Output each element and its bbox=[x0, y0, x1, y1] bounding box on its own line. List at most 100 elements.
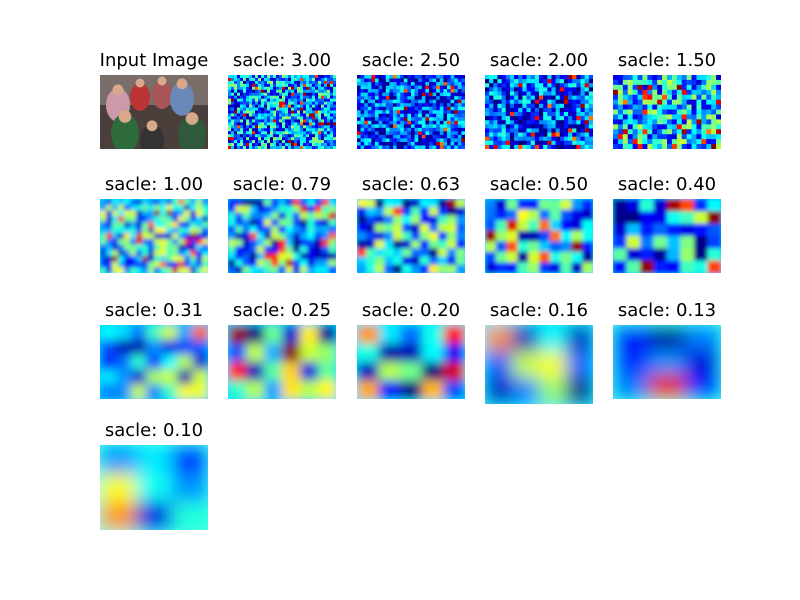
heatmap-cell bbox=[421, 325, 444, 344]
heatmap-cell bbox=[231, 131, 235, 135]
heatmap-cell bbox=[300, 98, 304, 103]
heatmap-cell bbox=[543, 103, 548, 109]
heatmap-cell bbox=[130, 199, 137, 206]
heatmap-cell bbox=[429, 113, 434, 118]
heatmap-cell bbox=[288, 134, 292, 138]
heatmap-cell bbox=[300, 113, 304, 117]
heatmap-cell bbox=[539, 199, 551, 211]
heatmap-cell bbox=[172, 204, 179, 211]
heatmap-cell bbox=[375, 106, 380, 111]
heatmap-cell bbox=[142, 216, 149, 223]
heatmap-cell bbox=[202, 216, 208, 223]
heatmap-cell bbox=[425, 96, 430, 101]
heatmap-cell bbox=[309, 134, 313, 138]
heatmap-cell bbox=[256, 252, 265, 261]
heatmap-cell bbox=[534, 83, 540, 88]
heatmap-cell bbox=[547, 79, 552, 84]
heatmap-cell bbox=[584, 75, 590, 80]
heatmap-cell bbox=[288, 131, 292, 135]
heatmap-cell bbox=[285, 98, 289, 103]
heatmap-cell bbox=[303, 101, 307, 106]
heatmap-cell bbox=[360, 145, 365, 149]
heatmap-cell bbox=[551, 103, 557, 109]
heatmap-cell bbox=[497, 99, 503, 105]
heatmap-cell bbox=[271, 259, 279, 267]
heatmap-cell bbox=[632, 109, 639, 115]
heatmap-cell bbox=[243, 107, 247, 112]
heatmap-cell bbox=[307, 259, 315, 267]
heatmap-cell bbox=[240, 125, 244, 129]
heatmap-cell bbox=[360, 117, 365, 122]
heatmap-cell bbox=[364, 103, 369, 108]
heatmap-cell bbox=[393, 120, 398, 125]
heatmap-cell bbox=[300, 122, 304, 126]
heatmap-cell bbox=[264, 98, 268, 103]
heatmap-cell bbox=[522, 128, 528, 134]
heatmap-cell bbox=[691, 99, 697, 106]
heatmap-cell bbox=[294, 113, 298, 117]
heatmap-cell bbox=[324, 134, 328, 138]
heatmap-cell bbox=[389, 138, 394, 143]
heatmap-cell bbox=[489, 99, 494, 105]
heatmap-cell bbox=[371, 110, 376, 115]
heatmap-cell bbox=[539, 107, 544, 113]
heatmap-cell bbox=[178, 210, 185, 217]
heatmap-cell bbox=[378, 362, 401, 381]
heatmap-cell bbox=[367, 78, 372, 83]
heatmap-cell bbox=[178, 216, 185, 223]
heatmap-cell bbox=[303, 86, 307, 91]
heatmap-cell bbox=[256, 205, 265, 213]
heatmap-cell bbox=[584, 124, 590, 129]
heatmap-cell bbox=[234, 98, 238, 103]
heatmap-cell bbox=[530, 128, 536, 134]
heatmap-cell bbox=[485, 124, 490, 129]
heatmap-cell bbox=[485, 95, 490, 101]
heatmap-cell bbox=[148, 244, 155, 251]
heatmap-cell bbox=[267, 122, 271, 126]
heatmap-cell bbox=[285, 205, 294, 213]
heatmap-cell bbox=[411, 138, 416, 143]
heatmap-cell bbox=[559, 79, 565, 84]
heatmap-cell bbox=[312, 77, 316, 82]
heatmap-cell bbox=[385, 78, 390, 83]
heatmap-cell bbox=[522, 91, 528, 97]
heatmap-cell bbox=[493, 132, 498, 138]
heatmap-cell bbox=[264, 95, 268, 100]
heatmap-cell bbox=[580, 99, 586, 105]
heatmap-cell bbox=[309, 143, 313, 147]
heatmap-cell bbox=[303, 143, 307, 147]
heatmap-cell bbox=[371, 89, 376, 94]
heatmap-cell bbox=[136, 204, 143, 211]
heatmap-cell bbox=[243, 131, 247, 135]
heatmap-cell bbox=[539, 116, 544, 121]
photo-person bbox=[178, 115, 206, 149]
heatmap-cell bbox=[485, 83, 490, 88]
heatmap-cell bbox=[613, 84, 619, 91]
heatmap-cell bbox=[716, 84, 721, 91]
heatmap-cell bbox=[106, 199, 113, 206]
heatmap-cell bbox=[309, 119, 313, 123]
heatmap-cell bbox=[333, 104, 336, 109]
heatmap-cell bbox=[330, 125, 334, 129]
heatmap-cell bbox=[584, 128, 590, 134]
heatmap-cell bbox=[559, 75, 565, 80]
heatmap-cell bbox=[667, 119, 673, 125]
heatmap-cell bbox=[294, 80, 298, 85]
heatmap-cell bbox=[436, 106, 441, 111]
heatmap-cell bbox=[411, 199, 421, 208]
heatmap-cell bbox=[421, 99, 426, 104]
heatmap-cell bbox=[450, 124, 455, 129]
heatmap-cell bbox=[246, 92, 250, 97]
heatmap-cell bbox=[309, 128, 313, 132]
heatmap-cell bbox=[559, 144, 565, 149]
heatmap-cell bbox=[285, 252, 294, 261]
heatmap-cell bbox=[685, 325, 721, 351]
heatmap-cell bbox=[315, 113, 319, 117]
heatmap-cell bbox=[148, 238, 155, 246]
heatmap-cell bbox=[276, 143, 280, 147]
heatmap-cell bbox=[534, 103, 540, 109]
heatmap-cell bbox=[321, 101, 325, 106]
heatmap-cell bbox=[425, 117, 430, 122]
heatmap-cell bbox=[178, 233, 185, 240]
heatmap-cell bbox=[501, 103, 507, 109]
